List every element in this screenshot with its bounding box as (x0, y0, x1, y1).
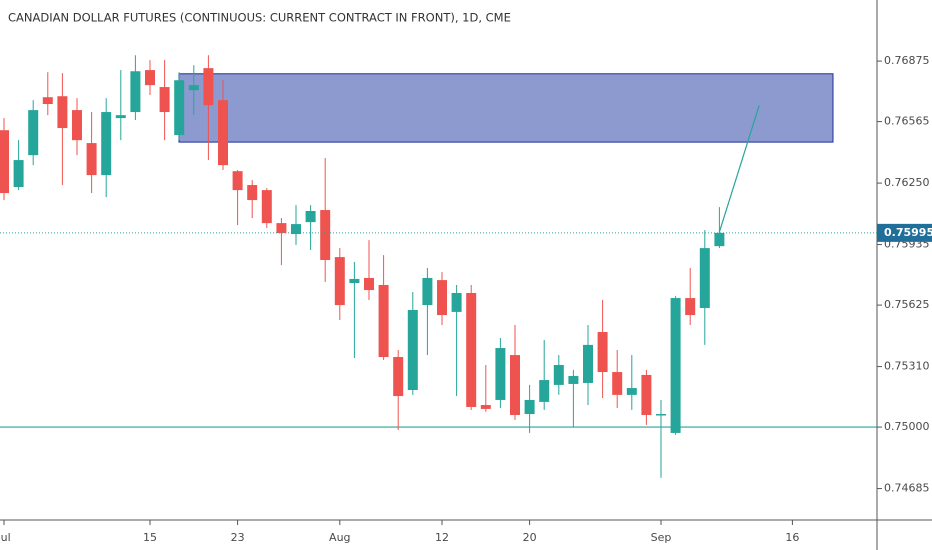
candle-body (466, 292, 477, 407)
candle-body (57, 96, 68, 129)
candle-body (568, 375, 579, 384)
candle-body (86, 143, 97, 176)
candle-body (159, 87, 170, 113)
candle-body (422, 277, 433, 306)
candle-body (145, 70, 155, 86)
candle-body (232, 171, 243, 191)
candle-body (28, 110, 39, 156)
x-tick-label: Jul (0, 531, 11, 544)
candle-body (510, 355, 520, 415)
candle-body (188, 85, 199, 91)
candle-body (553, 365, 564, 385)
y-tick-label: 0.74685 (884, 482, 930, 495)
candle-body (349, 278, 360, 284)
candle-body (407, 309, 418, 390)
last-price-tag (877, 223, 932, 242)
candle-body (626, 388, 637, 395)
x-tick-label: Aug (329, 531, 350, 544)
candle-body (714, 232, 725, 247)
x-tick-label: 20 (523, 531, 537, 544)
x-tick-label: 16 (785, 531, 799, 544)
candle-body (378, 284, 389, 358)
candle-body (115, 115, 126, 119)
candle-body (699, 248, 710, 309)
candle-body (261, 190, 272, 224)
candle-body (597, 332, 608, 373)
candle-body (13, 160, 24, 187)
candle-body (291, 224, 301, 235)
x-tick-label: 12 (435, 531, 449, 544)
trend-line (718, 105, 760, 233)
candle-body (656, 414, 666, 416)
supply-zone (178, 73, 834, 143)
candle-body (305, 211, 316, 223)
candle-body (480, 405, 491, 409)
candle-body (130, 71, 141, 113)
candle-body (334, 257, 345, 306)
x-tick-label: 23 (231, 531, 245, 544)
candle-body (203, 68, 214, 106)
candle-body (247, 185, 258, 201)
candle-body (218, 100, 228, 166)
candle-body (583, 344, 593, 383)
candle-body (42, 97, 53, 105)
candle-body (524, 399, 535, 415)
candle-body (320, 210, 331, 260)
y-tick-label: 0.76565 (884, 115, 930, 128)
candle-body (451, 292, 462, 312)
candle-body (685, 298, 696, 316)
candle-body (0, 130, 9, 194)
x-tick-label: 15 (143, 531, 157, 544)
y-tick-label: 0.75625 (884, 298, 930, 311)
last-price-label: 0.75995 (884, 226, 932, 239)
candle-body (495, 348, 506, 400)
candle-body (437, 280, 447, 316)
candle-body (393, 357, 404, 397)
y-tick-label: 0.76250 (884, 176, 930, 189)
candle-body (101, 112, 112, 176)
candle-body (539, 380, 550, 402)
y-tick-label: 0.75000 (884, 420, 930, 433)
candle-body (641, 374, 652, 415)
candle-body (364, 277, 374, 291)
y-tick-label: 0.75310 (884, 360, 930, 373)
chart-title: CANADIAN DOLLAR FUTURES (CONTINUOUS: CUR… (8, 11, 511, 25)
candle-body (276, 223, 287, 234)
candle-body (612, 372, 623, 395)
candle-body (72, 110, 82, 141)
x-tick-label: Sep (651, 531, 672, 544)
y-tick-label: 0.76875 (884, 54, 930, 67)
candle-body (670, 298, 681, 433)
candle-body (174, 80, 185, 136)
